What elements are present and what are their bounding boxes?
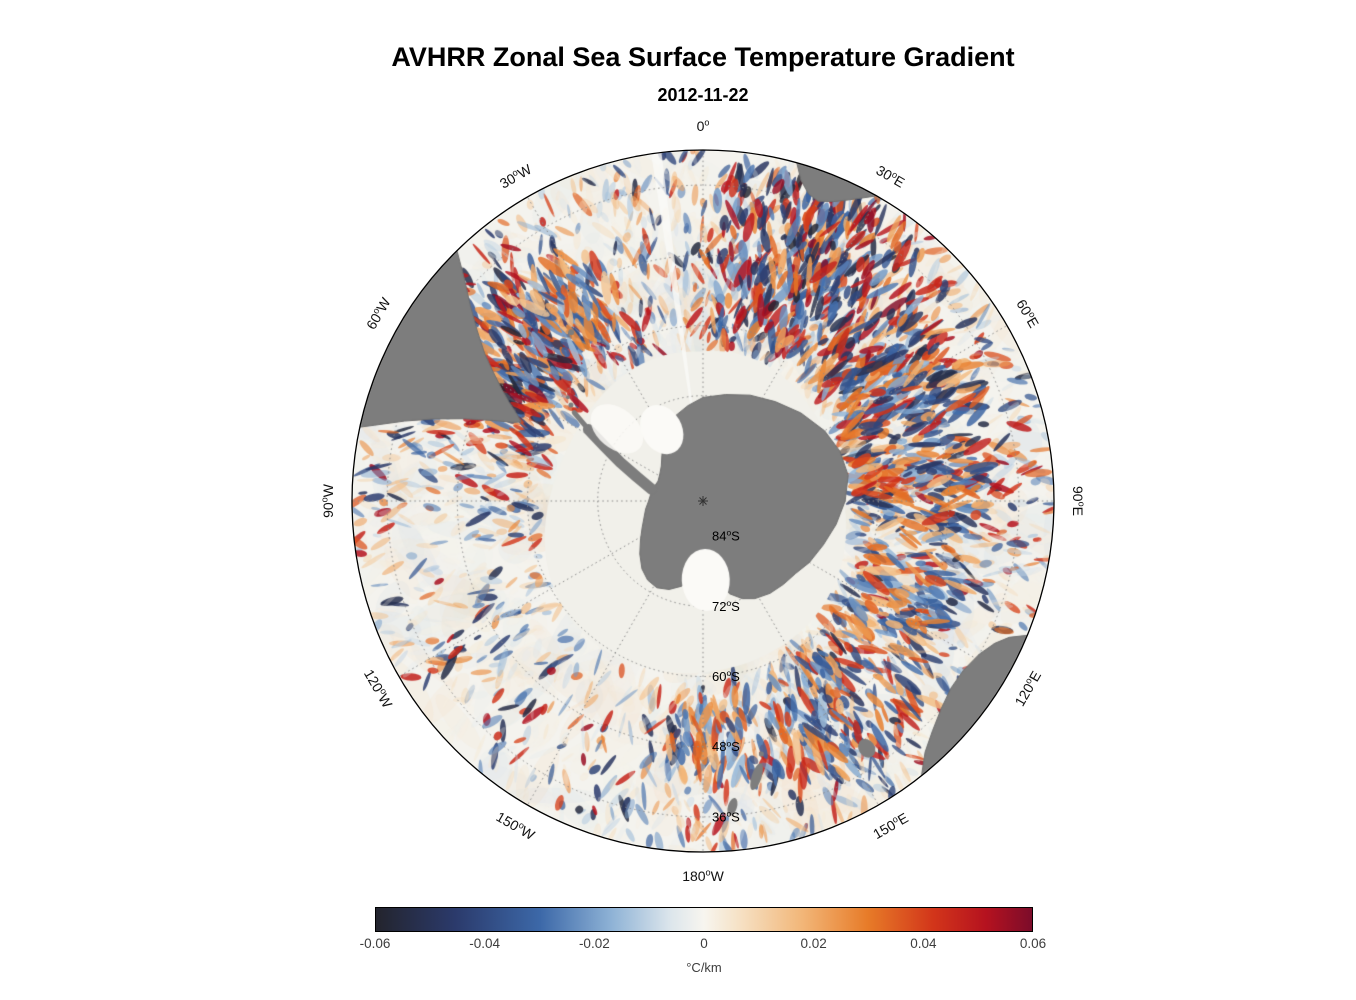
colorbar-tick: -0.04	[469, 936, 501, 951]
colorbar-tick: -0.02	[578, 936, 610, 951]
colorbar-tick: 0.04	[910, 936, 937, 951]
colorbar-ticks: -0.06 -0.04 -0.02 0 0.02 0.04 0.06	[360, 936, 1047, 954]
colorbar-tick: 0.06	[1019, 936, 1047, 951]
colorbar-tick: 0.02	[800, 936, 827, 951]
colorbar-unit-label: °C/km	[686, 960, 722, 975]
colorbar-gradient	[375, 907, 1033, 932]
colorbar-tick: -0.06	[359, 936, 391, 951]
colorbar-tick: 0	[700, 936, 708, 951]
